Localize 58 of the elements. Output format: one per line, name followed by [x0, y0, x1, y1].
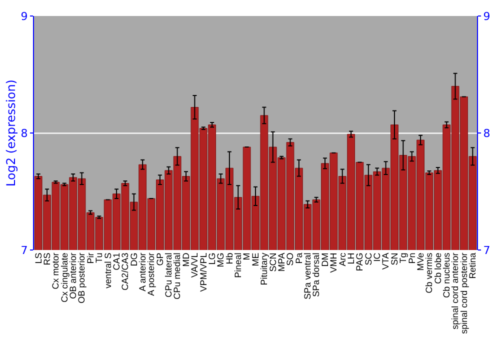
x-tick-label: SO	[285, 252, 296, 266]
y-tick-label: 8	[20, 126, 28, 140]
x-tick-label: IC	[372, 252, 382, 262]
x-tick-label: MVe	[415, 252, 426, 271]
x-tick-label: ventral S	[102, 252, 113, 288]
y2-tick-label: 8	[483, 126, 490, 140]
x-tick-label: Cx motor	[50, 252, 61, 290]
x-tick-label: SC	[363, 252, 374, 266]
x-tick-label: A posterior	[146, 252, 156, 296]
x-tick-label: Retina	[468, 252, 478, 279]
x-tick-label: CPu medial	[172, 252, 182, 300]
y-axis-title: Log2 (expression)	[4, 80, 18, 186]
x-tick-label: Pituitary	[259, 252, 270, 286]
x-tick-label: Pn	[406, 252, 417, 264]
y2-tick-label: 9	[483, 10, 490, 23]
x-tick-label: VTA	[380, 252, 391, 270]
x-tick-label: VMH	[328, 252, 339, 273]
x-tick-label: PAG	[354, 252, 365, 272]
x-tick-label: M	[242, 252, 252, 260]
x-tick-label: ME	[250, 252, 260, 266]
x-tick-label: CA2/CA3	[120, 252, 130, 290]
x-tick-label: Cb vermis	[424, 252, 434, 294]
x-tick-label: LS	[33, 252, 44, 264]
x-tick-label: SPa ventral	[302, 252, 313, 300]
x-tick-label: LH	[346, 252, 356, 264]
x-tick-label: SN	[389, 252, 400, 266]
x-tick-label: GP	[154, 252, 165, 266]
x-tick-label: spinal cord posterior	[458, 252, 469, 334]
x-tick-label: A anterior	[138, 252, 148, 292]
x-tick-label: SPa dorsal	[311, 252, 322, 297]
x-tick-label: Cb lobe	[432, 252, 443, 284]
x-tick-label: Cx cingulate	[59, 252, 70, 302]
y-tick-label: 7	[20, 244, 28, 257]
x-tick-label: VPM/VPL	[198, 252, 208, 292]
x-tick-label: Arc	[337, 252, 348, 266]
x-tick-label: OB anterior	[68, 252, 78, 299]
y-tick-label: 9	[20, 10, 28, 23]
x-tick-label: CA1	[111, 252, 122, 270]
x-tick-label: spinal cord anterior	[450, 252, 460, 330]
x-tick-label: Pa	[294, 252, 304, 264]
y2-tick-label: 7	[483, 244, 490, 257]
x-tick-label: MG	[216, 252, 226, 268]
x-tick-label: SCN	[268, 252, 278, 272]
x-tick-label: OB posterior	[76, 252, 87, 304]
x-tick-label: RS	[42, 252, 52, 266]
x-tick-label: Tu	[94, 252, 104, 263]
x-tick-label: DG	[128, 252, 139, 266]
x-tick-label: Cb nucleus	[442, 252, 452, 298]
x-tick-label: LG	[206, 252, 217, 265]
x-tick-label: Tg	[398, 252, 408, 264]
x-tick-label: Hb	[224, 252, 234, 264]
x-tick-label: Pir	[85, 252, 96, 264]
x-tick-label: Pineal	[233, 252, 244, 278]
x-tick-label: MD	[180, 252, 191, 267]
x-tick-label: VA/VL	[190, 252, 200, 278]
x-tick-label: DM	[320, 252, 330, 267]
x-tick-label: MPA	[276, 252, 286, 272]
x-tick-label: CPu lateral	[164, 252, 174, 298]
